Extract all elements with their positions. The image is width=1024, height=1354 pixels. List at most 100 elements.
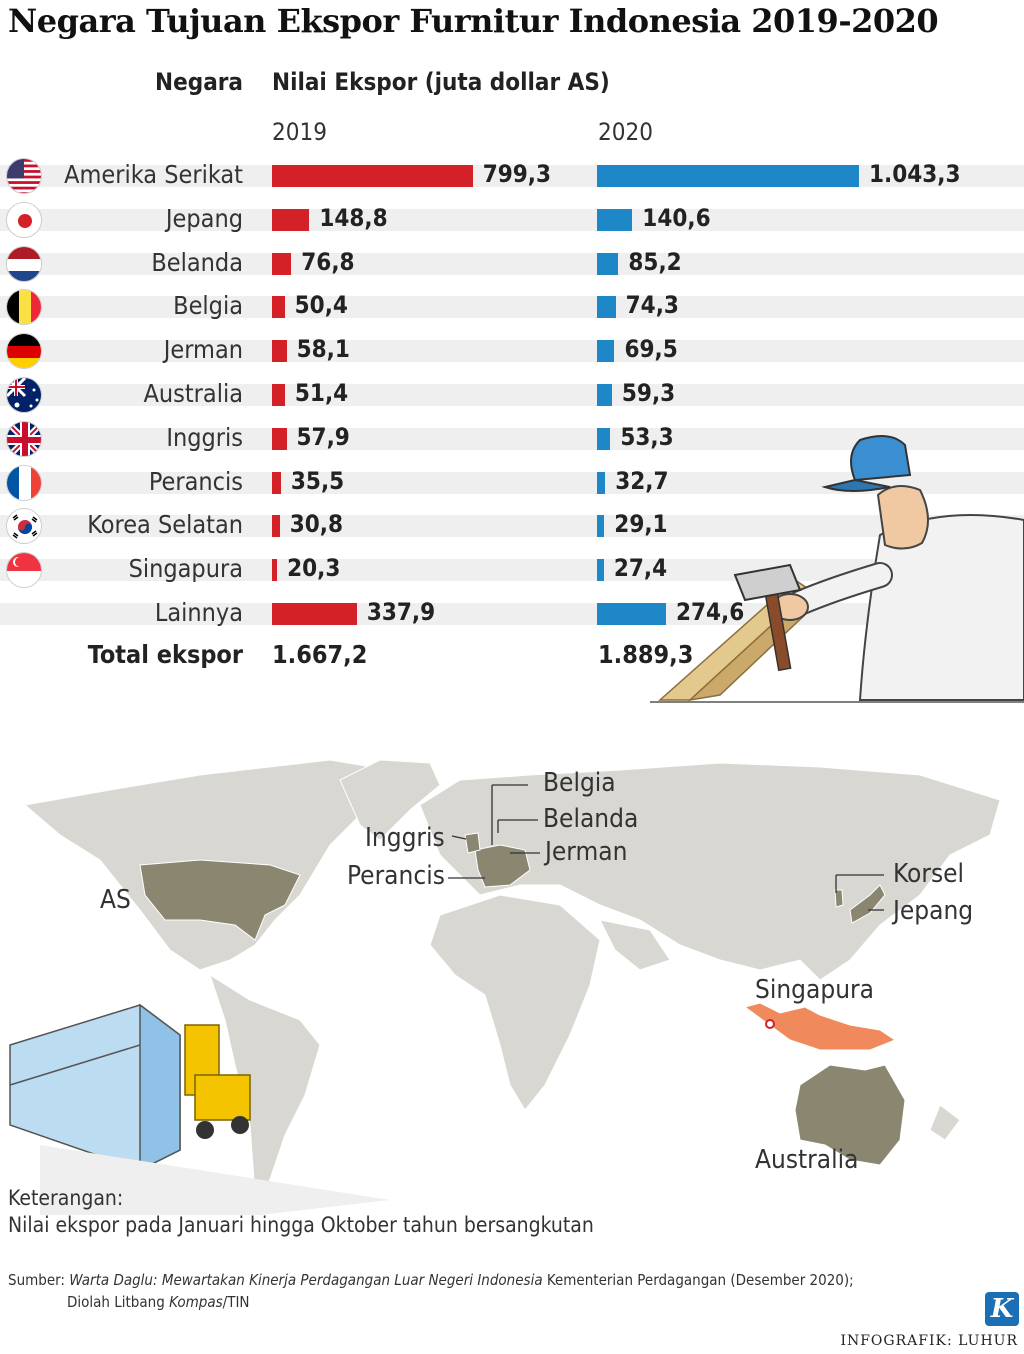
bar-2020 (597, 296, 616, 319)
value-label-2019: 58,1 (296, 335, 350, 364)
bar-2019 (272, 208, 310, 231)
row-background (0, 340, 1024, 363)
value-label-2020: 85,2 (628, 247, 682, 276)
country-label: Amerika Serikat (64, 160, 243, 189)
bar-2019 (272, 603, 357, 625)
map-uk (464, 832, 481, 854)
bar-2019 (272, 515, 280, 538)
row-background (0, 252, 1024, 275)
bar-2019 (272, 427, 287, 450)
value-label-2020: 53,3 (620, 422, 674, 451)
map-indonesia (743, 1002, 897, 1051)
map-label-australia: Australia (755, 1145, 859, 1175)
flag-de-icon (6, 333, 42, 370)
bar-2019 (272, 252, 292, 275)
country-label: Belgia (173, 291, 243, 321)
map-label-as: AS (100, 885, 131, 915)
country-label: Perancis (148, 466, 243, 496)
flag-us-icon (6, 158, 42, 194)
map-label-jerman: Jerman (545, 837, 628, 867)
country-label: Korea Selatan (87, 510, 243, 540)
map-label-singapura: Singapura (755, 975, 874, 1005)
country-label: Singapura (128, 554, 243, 584)
flag-jp-icon (6, 201, 42, 238)
map-label-belgia: Belgia (543, 768, 616, 798)
total-label: Total ekspor (87, 640, 243, 669)
value-label-2020: 1.043,3 (869, 160, 961, 188)
map-label-perancis: Perancis (347, 861, 445, 891)
world-map (9, 759, 1001, 1215)
column-header-nilai: Nilai Ekspor (juta dollar AS) (272, 68, 610, 96)
year-label-2020: 2020 (598, 118, 653, 146)
map-korea (834, 889, 844, 908)
value-label-2019: 337,9 (366, 598, 436, 626)
map-label-inggris: Inggris (365, 823, 445, 853)
map-japan (849, 884, 886, 924)
flag-fr-icon (6, 464, 42, 501)
note-text: Nilai ekspor pada Januari hingga Oktober… (8, 1213, 594, 1237)
value-label-2020: 59,3 (621, 379, 676, 407)
value-label-2019: 50,4 (294, 291, 348, 320)
country-label: Belanda (151, 247, 243, 277)
value-label-2019: 30,8 (289, 510, 344, 539)
row-background (0, 296, 1024, 319)
country-label: Jepang (165, 203, 243, 233)
map-label-jepang: Jepang (893, 896, 974, 926)
country-label: Jerman (163, 335, 243, 365)
flag-gb-icon (6, 420, 42, 457)
source-line-1: Sumber: Warta Daglu: Mewartakan Kinerja … (8, 1271, 854, 1289)
value-label-2019: 35,5 (290, 466, 345, 495)
flag-kr-icon (6, 508, 42, 545)
value-label-2019: 76,8 (301, 247, 355, 276)
total-2020: 1.889,3 (598, 640, 694, 669)
country-label: Australia (143, 379, 243, 408)
bar-2020 (597, 603, 666, 625)
value-label-2019: 51,4 (294, 379, 349, 407)
bar-2020 (597, 165, 859, 187)
value-label-2019: 799,3 (482, 160, 552, 188)
kompas-logo: K (985, 1292, 1019, 1326)
map-label-korsel: Korsel (893, 859, 965, 889)
flag-au-icon (6, 377, 42, 413)
bar-2020 (597, 340, 615, 363)
worker-illustration (650, 435, 1024, 703)
bar-2019 (272, 296, 285, 319)
value-label-2020: 27,4 (613, 554, 668, 583)
land-masses (23, 759, 1001, 1196)
bar-2020 (597, 252, 619, 275)
flag-be-icon (6, 289, 42, 326)
row-background (0, 471, 1024, 494)
country-label: Inggris (166, 422, 243, 452)
flag-sg-icon (6, 552, 42, 589)
country-label: Lainnya (154, 598, 243, 627)
infographic-credit: INFOGRAFIK: LUHUR (840, 1333, 1018, 1349)
value-label-2020: 29,1 (614, 510, 668, 539)
value-label-2020: 274,6 (675, 598, 745, 626)
value-label-2020: 32,7 (615, 466, 669, 495)
value-label-2020: 74,3 (625, 291, 679, 320)
bar-2020 (597, 559, 604, 582)
value-label-2020: 69,5 (624, 335, 678, 364)
bar-2019 (272, 165, 473, 187)
value-label-2019: 57,9 (296, 422, 350, 451)
bar-2020 (597, 471, 606, 494)
map-as (139, 859, 301, 941)
map-singapore-marker (765, 1019, 775, 1029)
map-leader-lines (448, 784, 884, 911)
value-label-2020: 140,6 (642, 203, 711, 232)
map-australia (794, 1064, 906, 1166)
bar-2019 (272, 559, 278, 582)
bar-2020 (597, 208, 633, 231)
total-2019: 1.667,2 (272, 640, 368, 669)
flag-nl-icon (6, 245, 42, 282)
note-heading: Keterangan: (8, 1186, 124, 1210)
bar-2020 (597, 427, 611, 450)
row-background (0, 384, 1024, 406)
bar-2019 (272, 471, 281, 494)
bar-2020 (597, 515, 605, 538)
bar-2020 (597, 384, 612, 406)
row-background (0, 208, 1024, 231)
bar-2019 (272, 340, 287, 363)
year-label-2019: 2019 (272, 118, 327, 146)
value-label-2019: 148,8 (319, 203, 388, 232)
